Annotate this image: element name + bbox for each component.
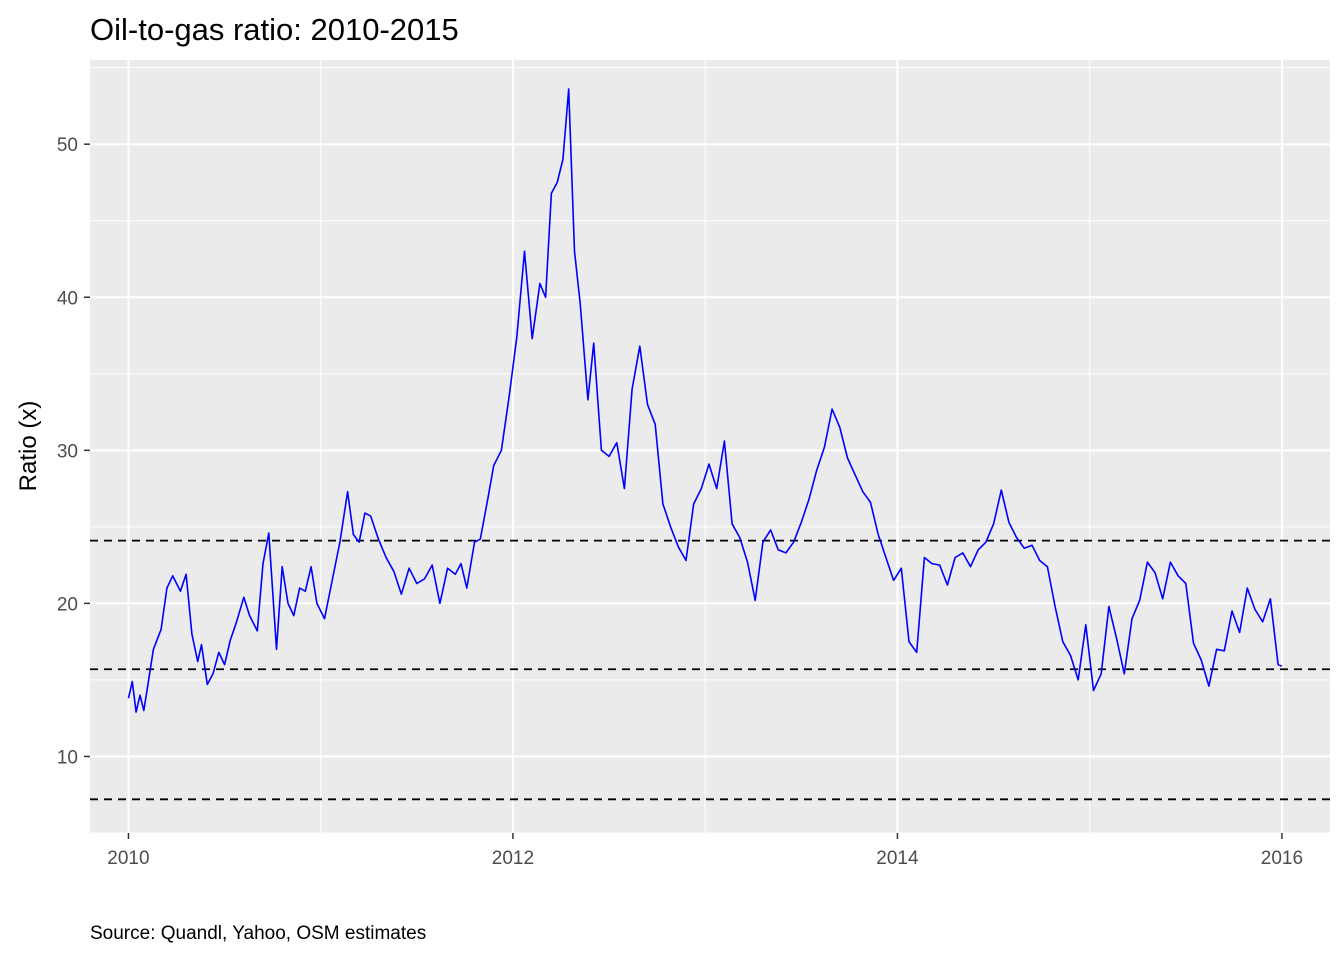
- reference-lines: [90, 539, 1330, 801]
- y-axis-title: Ratio (x): [15, 401, 42, 492]
- y-tick-label: 40: [57, 288, 78, 309]
- y-axis-ticks: 10 20 30 40 50: [57, 135, 90, 768]
- grid-major: [90, 60, 1330, 833]
- plot-panel: [90, 60, 1330, 833]
- y-tick-label: 30: [57, 441, 78, 462]
- y-tick-label: 20: [57, 594, 78, 615]
- grid-minor: [90, 60, 1330, 834]
- x-tick-label: 2012: [492, 848, 534, 869]
- x-axis-ticks: 2010 2012 2014 2016: [107, 833, 1303, 869]
- series-line: [127, 88, 1283, 713]
- chart-caption: Source: Quandl, Yahoo, OSM estimates: [90, 923, 426, 944]
- x-tick-label: 2010: [107, 848, 149, 869]
- y-tick-label: 10: [57, 747, 78, 768]
- series-layer: [127, 88, 1283, 713]
- y-tick-label: 50: [57, 135, 78, 156]
- x-tick-label: 2014: [876, 848, 919, 869]
- x-tick-label: 2016: [1261, 848, 1303, 869]
- chart-title: Oil-to-gas ratio: 2010-2015: [90, 12, 459, 47]
